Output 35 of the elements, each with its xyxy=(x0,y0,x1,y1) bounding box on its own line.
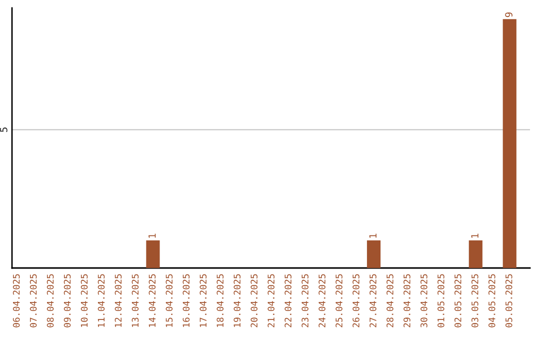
x-tick-label: 03.05.2025 xyxy=(471,274,478,328)
data-label: 1 xyxy=(148,234,156,238)
x-tick-label: 10.04.2025 xyxy=(80,274,88,327)
x-tick-label: 08.04.2025 xyxy=(46,274,54,328)
x-tick-label: 07.04.2025 xyxy=(30,274,37,328)
x-tick-label: 02.05.2025 xyxy=(454,274,462,328)
x-tick-label: 30.04.2025 xyxy=(420,274,428,328)
x-tick-label: 16.04.2025 xyxy=(182,274,190,327)
data-label: 9 xyxy=(505,12,512,18)
x-tick-label: 22.04.2025 xyxy=(284,274,292,328)
x-tick-label: 06.04.2025 xyxy=(12,274,20,328)
x-tick-label: 09.04.2025 xyxy=(64,274,71,328)
x-tick-label: 20.04.2025 xyxy=(250,274,258,328)
data-label: 1 xyxy=(471,234,478,238)
x-tick-label: 14.04.2025 xyxy=(148,274,156,327)
x-tick-label: 17.04.2025 xyxy=(200,274,207,327)
x-tick-label: 25.04.2025 xyxy=(336,274,342,328)
x-tick-label: 01.05.2025 xyxy=(438,274,444,328)
x-tick-label: 23.04.2025 xyxy=(302,274,308,328)
x-tick-label: 19.04.2025 xyxy=(234,274,241,327)
x-tick-label: 04.05.2025 xyxy=(488,274,496,328)
x-tick-label: 24.04.2025 xyxy=(318,274,326,328)
x-tick-label: 18.04.2025 xyxy=(216,274,224,327)
x-tick-label: 26.04.2025 xyxy=(352,274,360,328)
x-tick-label: 29.04.2025 xyxy=(404,274,410,328)
x-tick-label: 27.04.2025 xyxy=(370,274,376,328)
x-tick-label: 28.04.2025 xyxy=(386,274,394,328)
x-tick-label: 13.04.2025 xyxy=(132,274,139,327)
x-tick-label: 11.04.2025 xyxy=(98,274,105,327)
x-tick-label: 15.04.2025 xyxy=(166,274,173,327)
y-tick-label: 5 xyxy=(0,128,8,132)
x-tick-label: 12.04.2025 xyxy=(114,274,122,327)
x-tick-label: 21.04.2025 xyxy=(268,274,274,328)
x-tick-label: 05.05.2025 xyxy=(505,274,512,328)
data-label: 1 xyxy=(369,234,376,238)
